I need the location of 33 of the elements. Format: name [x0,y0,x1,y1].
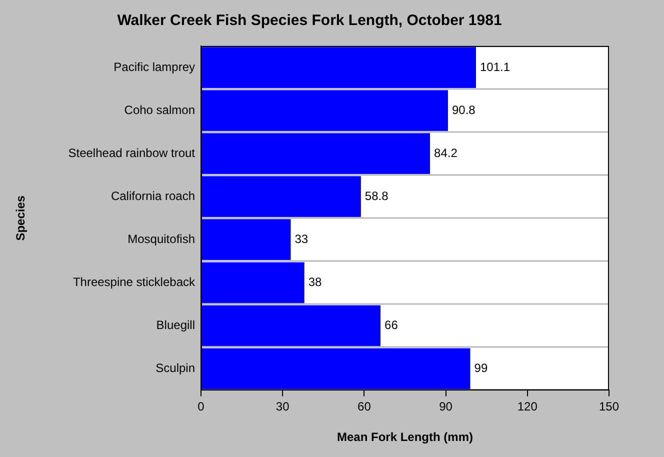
y-tick-label: Steelhead rainbow trout [68,146,196,160]
x-tick-label: 150 [598,400,620,414]
x-tick-label: 60 [358,400,372,414]
y-tick-label: Sculpin [156,361,195,375]
y-tick-label: Threespine stickleback [72,274,196,289]
x-tick-label: 0 [198,400,205,414]
data-label: 101.1 [480,60,510,74]
bar [202,348,470,390]
bar [202,262,304,304]
data-label: 58.8 [364,188,389,203]
bar [202,176,361,218]
y-tick-label: Bluegill [156,318,195,332]
x-tick-label: 30 [276,400,290,414]
x-tick-label: 120 [517,400,538,414]
x-tick-label: 90 [439,400,453,414]
data-label: 84.2 [434,146,458,160]
bar [202,90,448,131]
data-label: 33 [294,232,308,246]
chart-title: Walker Creek Fish Species Fork Length, October 1981 [117,12,502,30]
bar [202,47,476,88]
y-tick-label: Pacific lamprey [114,60,195,74]
y-axis-title: Species [14,195,28,241]
y-tick-label: California roach [110,188,195,203]
bar [202,133,430,174]
data-label: 66 [384,318,398,332]
x-axis-title: Mean Fork Length (mm) [336,430,474,444]
bar [202,305,381,346]
y-tick-label: Coho salmon [124,102,195,117]
data-label: 99 [474,361,488,375]
data-label: 38 [308,274,322,289]
data-label: 90.8 [452,102,476,117]
bar [202,219,291,260]
y-tick-label: Mosquitofish [128,232,195,246]
